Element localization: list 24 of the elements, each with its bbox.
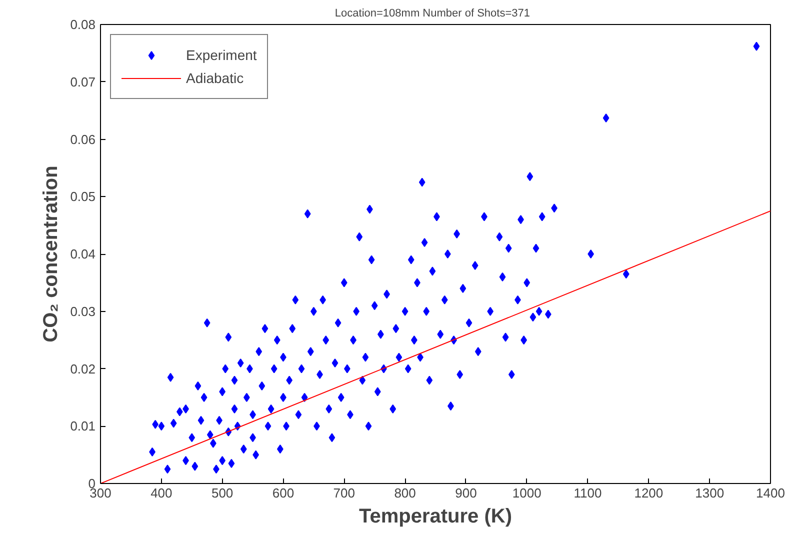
legend-label: Experiment: [186, 47, 257, 63]
x-tick-label: 800: [394, 486, 416, 500]
y-tick-label: 0.04: [70, 246, 96, 262]
x-tick-label: 700: [333, 486, 355, 500]
x-tick-label: 1300: [695, 486, 724, 500]
x-tick-label: 500: [211, 486, 234, 500]
x-tick-label: 1400: [756, 486, 785, 500]
chart-title: Location=108mm Number of Shots=371: [334, 8, 530, 20]
y-tick-label: 0.03: [70, 304, 96, 319]
y-tick-label: 0.05: [70, 189, 96, 204]
y-tick-label: 0.06: [70, 132, 96, 147]
x-tick-label: 1000: [512, 486, 542, 500]
y-tick-label: 0.08: [70, 17, 96, 32]
y-axis-title: CO₂ concentration: [40, 166, 62, 342]
x-tick-label: 900: [455, 486, 477, 500]
y-tick-label: 0.07: [70, 74, 96, 90]
y-tick-label: 0.02: [70, 361, 96, 376]
x-tick-label: 600: [272, 486, 294, 500]
legend-label: Adiabatic: [186, 70, 244, 86]
y-tick-label: 0.01: [70, 418, 96, 434]
x-axis-title: Temperature (K): [359, 506, 512, 528]
x-tick-label: 400: [150, 486, 172, 500]
x-tick-label: 1200: [634, 486, 664, 500]
x-tick-label: 1100: [574, 486, 602, 500]
